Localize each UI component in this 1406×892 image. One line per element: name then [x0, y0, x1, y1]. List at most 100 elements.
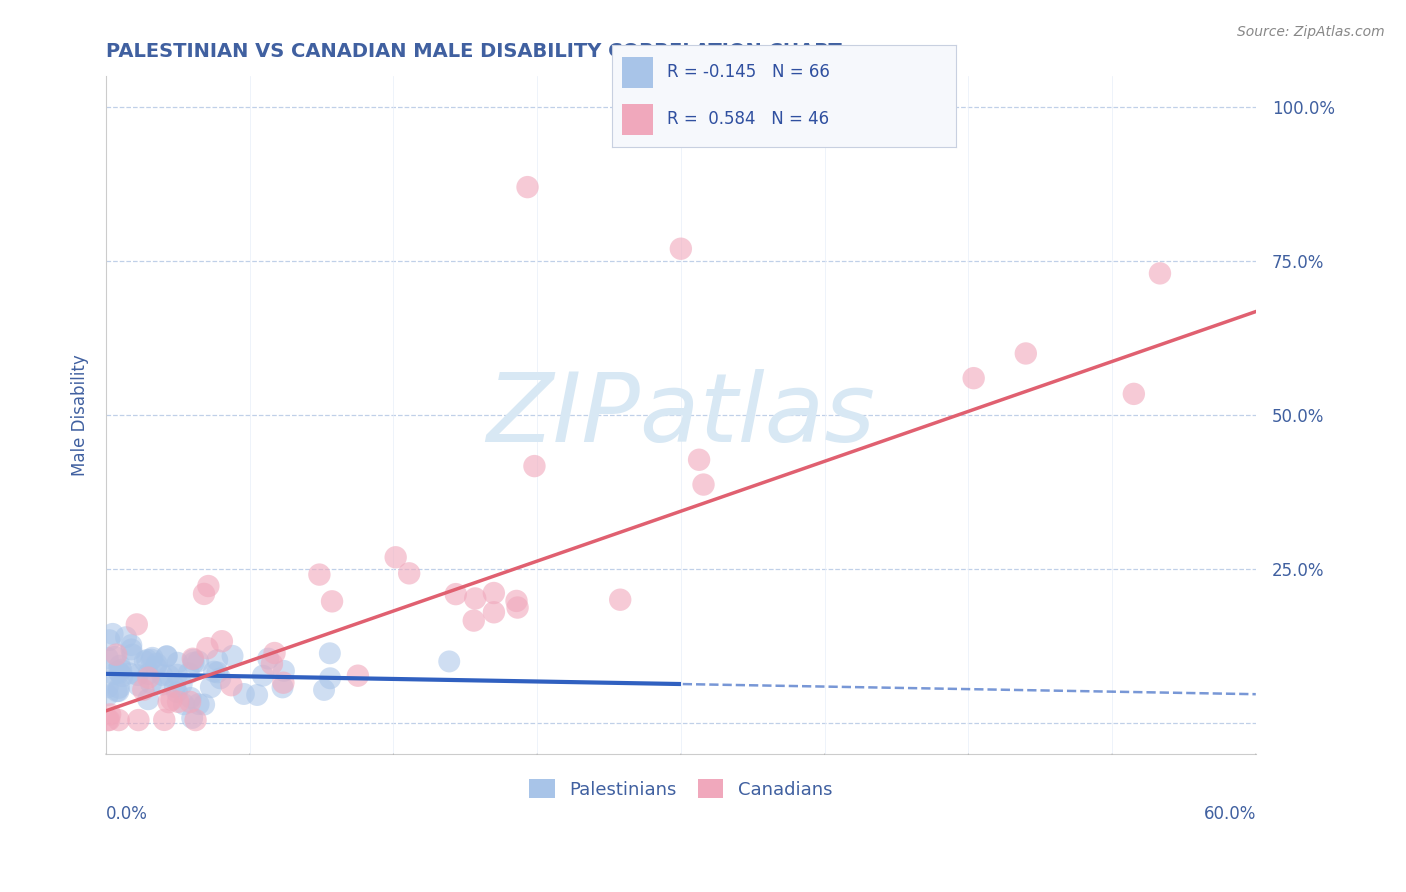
Point — [118, 666, 141, 681]
Point — [193, 587, 215, 601]
Point — [111, 669, 134, 683]
Point — [197, 579, 219, 593]
Text: 0.0%: 0.0% — [105, 805, 148, 822]
Point — [319, 671, 342, 685]
Point — [200, 680, 222, 694]
Point — [211, 634, 233, 648]
Point — [104, 649, 127, 664]
Point — [308, 567, 330, 582]
Point — [136, 667, 159, 681]
Point — [464, 591, 486, 606]
Bar — [621, 104, 652, 135]
Point — [246, 688, 269, 702]
Y-axis label: Male Disability: Male Disability — [72, 354, 89, 476]
Point — [179, 695, 201, 709]
Point — [136, 692, 159, 706]
Point — [167, 695, 190, 709]
Point — [173, 698, 195, 712]
Point — [252, 669, 274, 683]
Point — [125, 617, 148, 632]
Point — [138, 671, 160, 685]
Point — [688, 452, 710, 467]
Point — [98, 713, 121, 727]
Point — [97, 681, 120, 695]
Point — [321, 594, 343, 608]
Point — [482, 605, 505, 619]
Point — [108, 665, 131, 680]
Point — [180, 690, 202, 705]
Point — [153, 713, 176, 727]
Point — [156, 649, 179, 664]
Point — [232, 687, 254, 701]
Point — [166, 667, 188, 681]
Text: ZIPatlas: ZIPatlas — [486, 368, 876, 461]
Point — [463, 614, 485, 628]
Point — [444, 587, 467, 601]
Point — [319, 646, 342, 660]
Point — [107, 665, 129, 679]
Point — [127, 713, 149, 727]
Point — [120, 638, 142, 652]
Point — [187, 655, 209, 669]
Text: 60.0%: 60.0% — [1204, 805, 1256, 822]
Point — [97, 688, 120, 702]
Point — [139, 676, 162, 690]
Bar — [621, 57, 652, 87]
Point — [107, 684, 129, 698]
Point — [273, 664, 295, 678]
Point — [1149, 266, 1171, 280]
Point — [260, 657, 283, 671]
Point — [202, 665, 225, 679]
Point — [1015, 346, 1038, 360]
Point — [121, 648, 143, 662]
Point — [157, 668, 180, 682]
Point — [103, 667, 125, 681]
Point — [187, 697, 209, 711]
Point — [110, 663, 132, 677]
Point — [209, 671, 232, 685]
Point — [193, 698, 215, 712]
Point — [132, 682, 155, 697]
Point — [271, 681, 294, 695]
Point — [257, 651, 280, 665]
Point — [692, 477, 714, 491]
Text: Source: ZipAtlas.com: Source: ZipAtlas.com — [1237, 25, 1385, 39]
Point — [98, 707, 121, 722]
Text: R =  0.584   N = 46: R = 0.584 N = 46 — [666, 111, 830, 128]
Point — [505, 594, 527, 608]
Point — [145, 657, 167, 671]
Point — [516, 180, 538, 194]
Point — [166, 685, 188, 699]
Point — [157, 695, 180, 709]
Point — [523, 459, 546, 474]
Point — [141, 652, 163, 666]
Point — [1122, 387, 1144, 401]
Point — [97, 713, 120, 727]
Text: PALESTINIAN VS CANADIAN MALE DISABILITY CORRELATION CHART: PALESTINIAN VS CANADIAN MALE DISABILITY … — [105, 42, 842, 61]
Point — [398, 566, 420, 581]
Point — [506, 600, 529, 615]
Point — [263, 646, 285, 660]
Point — [141, 650, 163, 665]
Point — [221, 648, 243, 663]
Point — [384, 550, 406, 565]
Point — [181, 652, 204, 666]
Point — [127, 678, 149, 692]
Point — [184, 713, 207, 727]
Point — [101, 627, 124, 641]
Point — [207, 665, 229, 680]
Point — [963, 371, 986, 385]
Point — [312, 682, 335, 697]
Point — [221, 678, 243, 692]
Text: R = -0.145   N = 66: R = -0.145 N = 66 — [666, 63, 830, 81]
Point — [197, 641, 219, 656]
Point — [136, 653, 159, 667]
Point — [181, 653, 204, 667]
Point — [439, 655, 461, 669]
Point — [163, 680, 186, 694]
Point — [156, 649, 179, 664]
Point — [108, 658, 131, 673]
Point — [105, 648, 128, 662]
Point — [150, 678, 173, 692]
Point — [145, 659, 167, 673]
